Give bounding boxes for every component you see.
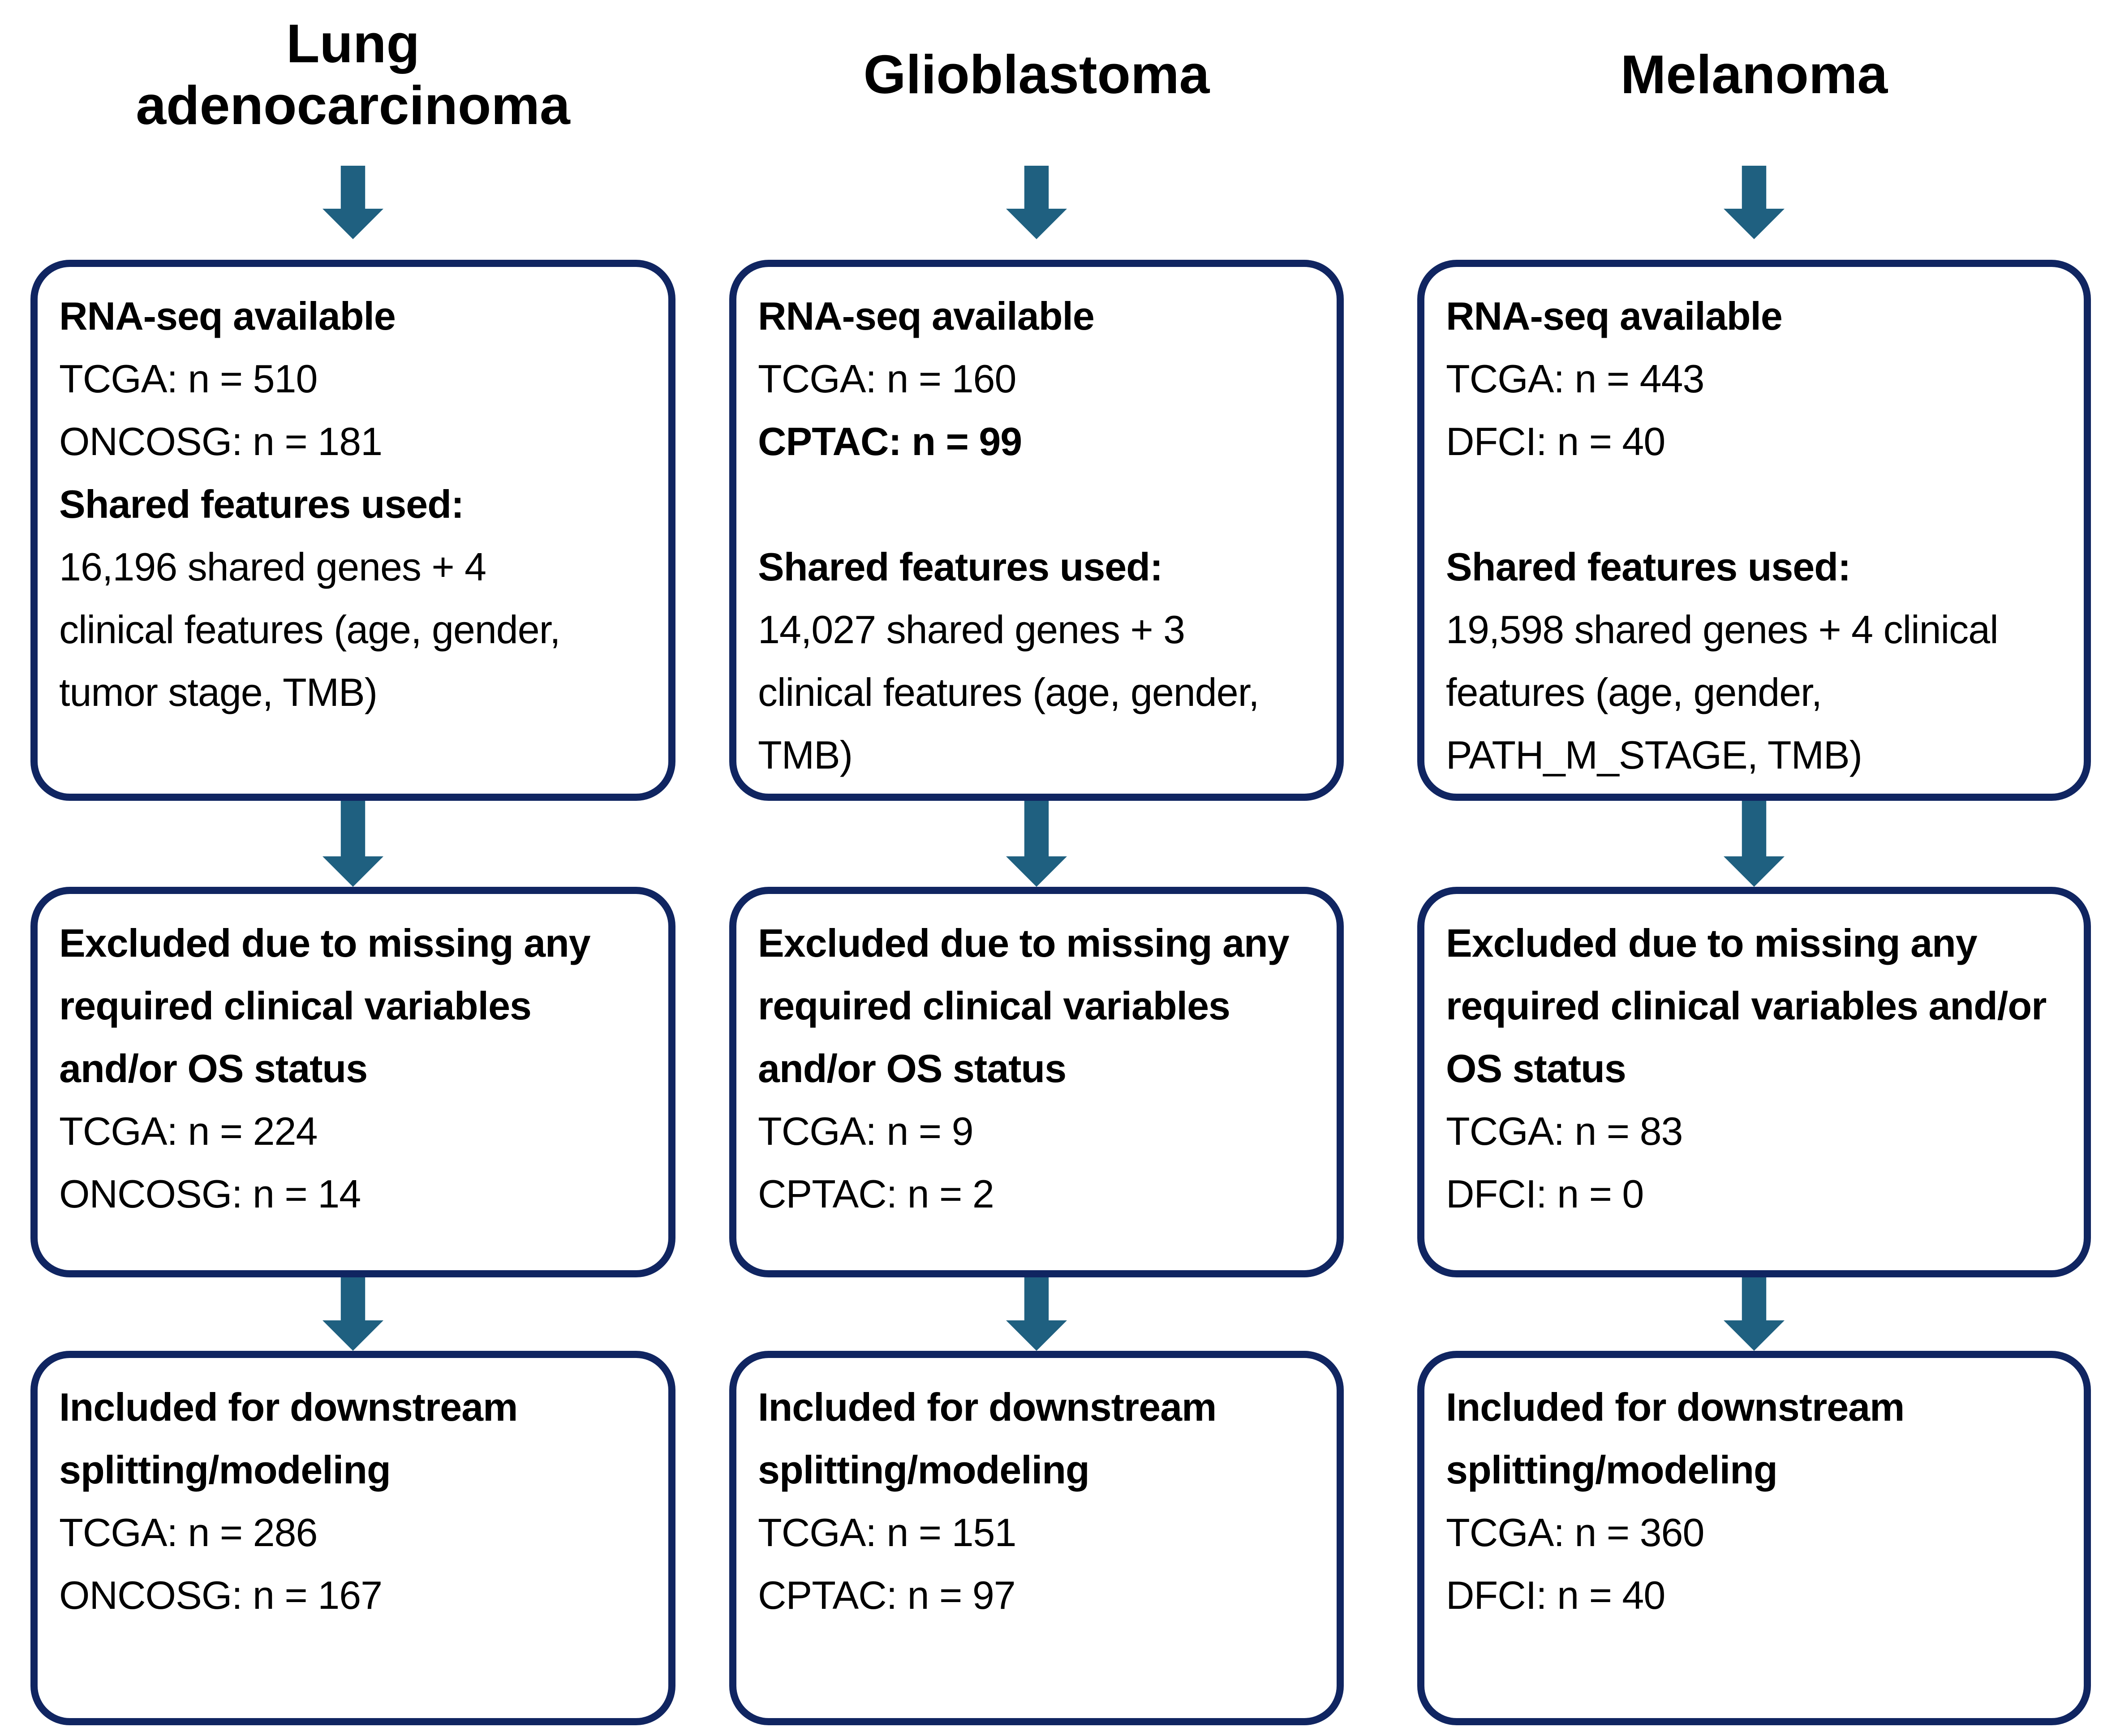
included-box: Included for downstream splitting/modeli… (1417, 1351, 2091, 1725)
down-arrow-icon (1724, 801, 1785, 887)
box-line: DFCI: n = 40 (1446, 419, 1665, 464)
box-line: 14,027 shared genes + 3 clinical feature… (758, 607, 1260, 777)
box-heading: Excluded due to missing any required cli… (758, 921, 1290, 1091)
box-heading: Included for downstream splitting/modeli… (59, 1385, 518, 1492)
box-line: DFCI: n = 0 (1446, 1172, 1644, 1216)
box-line: Shared features used: (1446, 545, 1851, 589)
down-arrow-icon (1724, 1277, 1785, 1351)
down-arrow-icon (1724, 166, 1785, 239)
column-title: Lung adenocarcinoma (136, 13, 570, 136)
box-line: TCGA: n = 9 (758, 1109, 974, 1153)
excluded-box: Excluded due to missing any required cli… (30, 887, 675, 1277)
box-line: CPTAC: n = 99 (758, 419, 1022, 464)
box-heading: RNA-seq available (1446, 294, 1783, 338)
down-arrow-icon (323, 166, 383, 239)
column-glioblastoma: Glioblastoma RNA-seq available TCGA: n =… (729, 7, 1344, 1725)
box-line: 19,598 shared genes + 4 clinical feature… (1446, 607, 1999, 777)
included-box: Included for downstream splitting/modeli… (729, 1351, 1344, 1725)
included-box: Included for downstream splitting/modeli… (30, 1351, 675, 1725)
box-line: CPTAC: n = 97 (758, 1573, 1016, 1617)
box-heading: Excluded due to missing any required cli… (1446, 921, 2047, 1091)
box-line: TCGA: n = 360 (1446, 1510, 1704, 1555)
box-line: ONCOSG: n = 167 (59, 1573, 383, 1617)
box-line: TCGA: n = 160 (758, 357, 1016, 401)
arrow-slot (1417, 1277, 2091, 1351)
box-line: TCGA: n = 151 (758, 1510, 1016, 1555)
excluded-box: Excluded due to missing any required cli… (1417, 887, 2091, 1277)
arrow-slot (30, 142, 675, 260)
rna-seq-available-box: RNA-seq available TCGA: n = 510 ONCOSG: … (30, 260, 675, 801)
down-arrow-icon (1006, 1277, 1067, 1351)
box-heading: Included for downstream splitting/modeli… (758, 1385, 1217, 1492)
down-arrow-icon (323, 1277, 383, 1351)
box-line: Shared features used: (59, 482, 464, 526)
arrow-slot (30, 801, 675, 887)
column-title: Glioblastoma (863, 44, 1210, 105)
box-heading: Included for downstream splitting/modeli… (1446, 1385, 1905, 1492)
arrow-slot (729, 1277, 1344, 1351)
column-melanoma: Melanoma RNA-seq available TCGA: n = 443… (1417, 7, 2091, 1725)
box-line: TCGA: n = 443 (1446, 357, 1704, 401)
rna-seq-available-box: RNA-seq available TCGA: n = 443 DFCI: n … (1417, 260, 2091, 801)
box-line: 16,196 shared genes + 4 clinical feature… (59, 545, 561, 714)
box-line: ONCOSG: n = 14 (59, 1172, 361, 1216)
box-line: TCGA: n = 224 (59, 1109, 318, 1153)
box-heading: Excluded due to missing any required cli… (59, 921, 591, 1091)
box-heading: RNA-seq available (758, 294, 1095, 338)
box-line: ONCOSG: n = 181 (59, 419, 383, 464)
rna-seq-available-box: RNA-seq available TCGA: n = 160 CPTAC: n… (729, 260, 1344, 801)
arrow-slot (1417, 801, 2091, 887)
box-heading: RNA-seq available (59, 294, 396, 338)
column-lung-adenocarcinoma: Lung adenocarcinoma RNA-seq available TC… (30, 7, 675, 1725)
column-title: Melanoma (1620, 44, 1888, 105)
arrow-slot (729, 142, 1344, 260)
down-arrow-icon (1006, 801, 1067, 887)
box-line: TCGA: n = 286 (59, 1510, 318, 1555)
down-arrow-icon (1006, 166, 1067, 239)
box-line: CPTAC: n = 2 (758, 1172, 994, 1216)
box-line: DFCI: n = 40 (1446, 1573, 1665, 1617)
arrow-slot (729, 801, 1344, 887)
box-line: Shared features used: (758, 545, 1163, 589)
arrow-slot (1417, 142, 2091, 260)
down-arrow-icon (323, 801, 383, 887)
box-line: TCGA: n = 510 (59, 357, 318, 401)
box-line: TCGA: n = 83 (1446, 1109, 1683, 1153)
arrow-slot (30, 1277, 675, 1351)
excluded-box: Excluded due to missing any required cli… (729, 887, 1344, 1277)
